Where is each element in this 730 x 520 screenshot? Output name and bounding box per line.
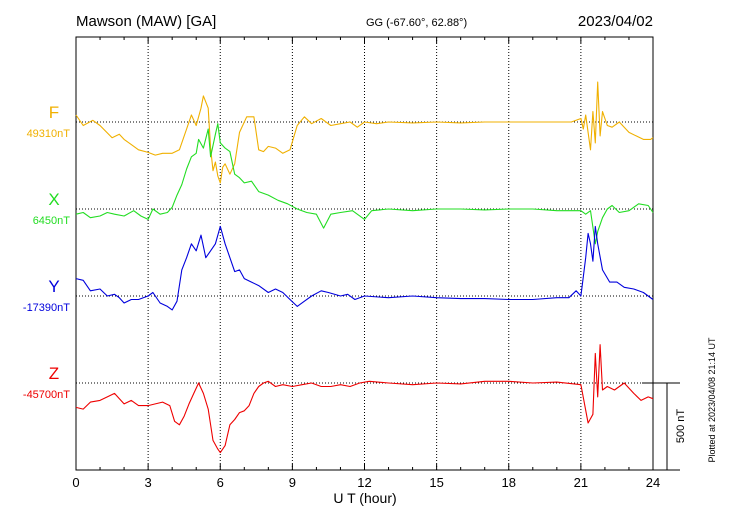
x-tick-label-7: 21 [574,475,588,490]
scale-bar-label: 500 nT [675,409,687,444]
scale-bar: 500 nT [642,382,687,471]
series-y-baseline-label: -17390nT [23,302,70,314]
x-tick-label-8: 24 [646,475,660,490]
station-title: Mawson (MAW) [GA] [76,13,216,30]
series-x-label: X [48,190,59,209]
plotted-timestamp: Plotted at 2023/04/08 21:14 UT [707,337,717,463]
x-tick-label-4: 12 [357,475,371,490]
x-tick-label-6: 18 [502,475,516,490]
x-axis-title: U T (hour) [333,490,396,506]
series-f-line [75,81,654,184]
series-y-line [75,225,654,311]
x-tick-label-1: 3 [145,475,152,490]
series-z-baseline-label: -45700nT [23,389,70,401]
series-x-line [75,123,654,245]
coordinates-label: GG (-67.60°, 62.88°) [366,17,467,29]
x-tick-label-5: 15 [429,475,443,490]
series-x-baseline-label: 6450nT [33,215,71,227]
component-labels: F 49310nT X 6450nT Y -17390nT Z -45700nT [23,103,70,401]
traces [75,81,654,454]
grid [76,37,653,470]
x-tick-label-2: 6 [217,475,224,490]
x-tick-label-3: 9 [289,475,296,490]
series-f-baseline-label: 49310nT [27,128,71,140]
series-f-label: F [49,103,59,122]
series-y-label: Y [48,277,59,296]
x-tick-label-0: 0 [72,475,79,490]
date-label: 2023/04/02 [578,13,653,30]
series-z-label: Z [49,364,59,383]
series-z-line [75,344,654,454]
x-axis: 0 3 6 9 12 15 18 21 24 [72,37,660,490]
